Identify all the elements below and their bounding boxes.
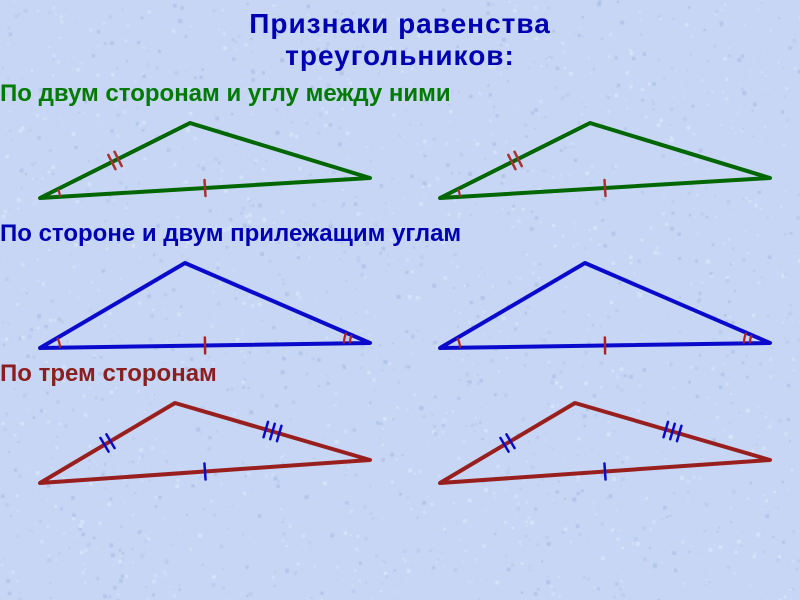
- row-label-1: По стороне и двум прилежащим углам: [0, 220, 800, 248]
- triangle-left-1: [40, 263, 370, 353]
- row-diagram-2: [10, 388, 790, 498]
- row-diagram-1: [10, 248, 790, 358]
- triangle-right-1: [440, 263, 770, 353]
- triangle-right-0: [440, 123, 770, 198]
- triangle-right-2: [440, 403, 770, 483]
- row-diagram-0: [10, 108, 790, 218]
- triangle-left-2: [40, 403, 370, 483]
- page: Признаки равенстватреугольников: По двум …: [0, 0, 800, 600]
- triangle-left-0: [40, 123, 370, 198]
- row-label-0: По двум сторонам и углу между ними: [0, 80, 800, 108]
- row-label-2: По трем сторонам: [0, 360, 800, 388]
- content-root: Признаки равенстватреугольников: По двум …: [0, 0, 800, 600]
- title-line2: треугольников:: [285, 40, 515, 71]
- page-title: Признаки равенстватреугольников:: [0, 0, 800, 72]
- title-line1: Признаки равенства: [249, 8, 551, 39]
